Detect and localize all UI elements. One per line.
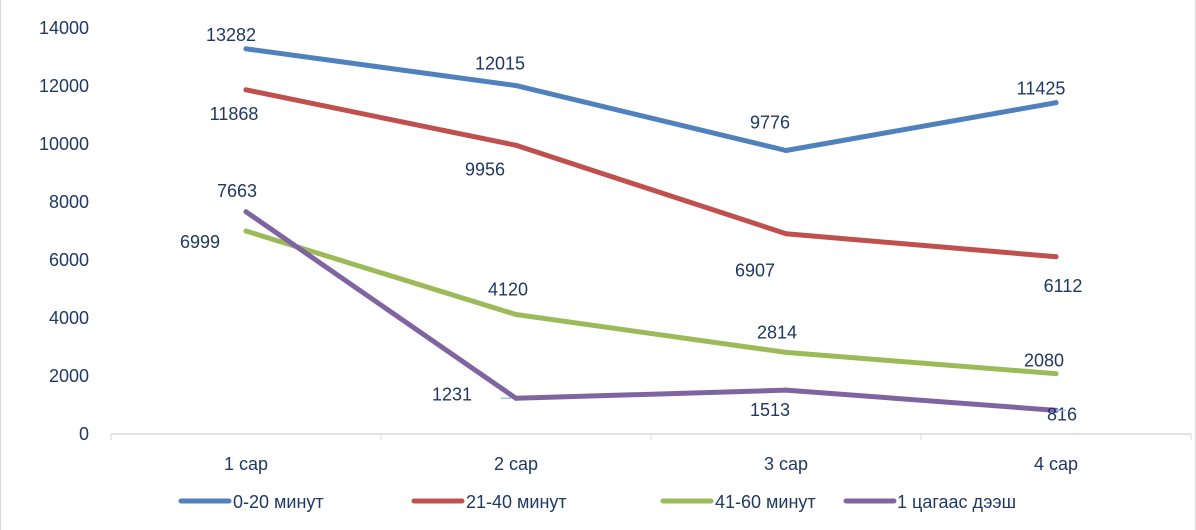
data-label: 6999 <box>180 232 220 252</box>
data-label: 12015 <box>475 54 525 74</box>
data-label: 4120 <box>488 280 528 300</box>
data-point <box>243 87 249 93</box>
legend-label: 21-40 минут <box>466 492 567 512</box>
data-point <box>513 142 519 148</box>
x-tick-label: 2 сар <box>494 454 538 474</box>
data-point <box>513 83 519 89</box>
data-labels: 13282 12015 9776 11425 11868 9956 6907 6112 6999… <box>180 25 1082 425</box>
series-line <box>243 87 1059 260</box>
data-point <box>1053 100 1059 106</box>
data-point <box>1053 254 1059 260</box>
series-layer <box>243 46 1059 413</box>
data-point <box>243 228 249 234</box>
legend-label: 41-60 минут <box>715 492 816 512</box>
data-label: 9776 <box>750 112 790 132</box>
data-label: 2080 <box>1024 351 1064 371</box>
data-point <box>243 209 249 215</box>
y-tick-label: 6000 <box>49 250 89 270</box>
y-tick-label: 0 <box>79 424 89 444</box>
series-line <box>243 209 1059 413</box>
y-tick-label: 8000 <box>49 192 89 212</box>
legend: 0-20 минут 21-40 минут 41-60 минут 1 цагаас… <box>178 492 1016 512</box>
series-line <box>243 46 1059 153</box>
series-line <box>243 228 1059 377</box>
data-label: 11425 <box>1017 79 1066 99</box>
data-label: 13282 <box>206 25 256 45</box>
data-point <box>783 349 789 355</box>
data-point <box>783 387 789 393</box>
data-label: 2814 <box>757 322 797 342</box>
x-tick-label: 1 сар <box>224 454 268 474</box>
data-point <box>513 312 519 318</box>
axes: 0 2000 4000 6000 8000 10000 12000 14000 1 сар 2 с… <box>39 18 1192 474</box>
data-label: 7663 <box>217 181 257 201</box>
data-label: 6112 <box>1044 276 1083 296</box>
y-tick-label: 4000 <box>49 308 89 328</box>
legend-label: 1 цагаас дээш <box>897 492 1016 512</box>
y-tick-label: 14000 <box>39 18 89 38</box>
data-point <box>243 46 249 52</box>
x-tick-label: 4 сар <box>1034 454 1078 474</box>
legend-label: 0-20 минут <box>233 492 324 512</box>
data-label: 6907 <box>735 261 775 281</box>
y-tick-label: 12000 <box>39 76 89 96</box>
data-point <box>783 147 789 153</box>
y-tick-label: 10000 <box>39 134 89 154</box>
x-tick-label: 3 сар <box>764 454 808 474</box>
data-label: 1231 <box>432 384 472 404</box>
data-label: 9956 <box>465 159 505 179</box>
data-label: 11868 <box>210 104 259 124</box>
data-point <box>513 395 519 401</box>
data-label: 1513 <box>750 400 790 420</box>
data-point <box>783 231 789 237</box>
data-label: 816 <box>1047 404 1077 424</box>
y-tick-label: 2000 <box>49 366 89 386</box>
data-point <box>1053 371 1059 377</box>
